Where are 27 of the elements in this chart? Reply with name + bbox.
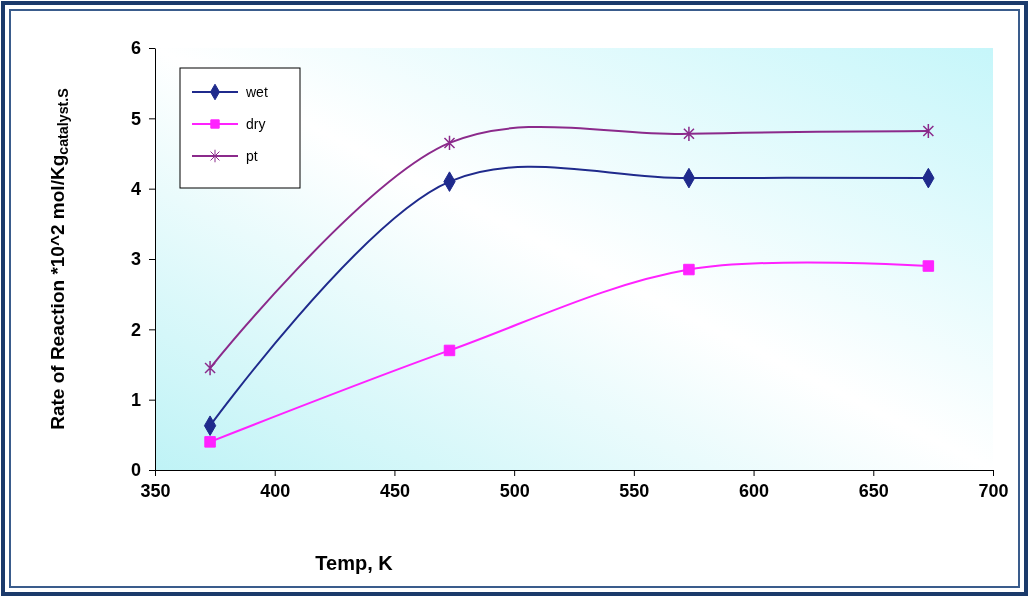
point [922,123,935,139]
y-tick-label: 3 [130,249,141,270]
point [683,125,695,142]
point [683,263,695,276]
point [922,260,935,272]
x-tick-label: 700 [978,480,1009,501]
y-tick-label: 1 [130,389,141,410]
point [204,360,216,376]
point [443,135,456,151]
y-tick-label: 4 [130,178,141,199]
y-tick-label: 0 [130,460,141,481]
legend-label: pt [246,148,258,164]
x-axis-title: Temp, K [315,552,394,574]
x-tick-label: 400 [260,480,291,501]
x-tick-label: 550 [619,480,650,501]
x-tick-label: 650 [858,480,889,501]
legend-label: dry [246,116,266,132]
x-tick-label: 600 [739,480,770,501]
y-tick-label: 6 [130,38,141,59]
point [204,436,216,448]
y-tick-label: 5 [130,108,141,129]
point [443,344,456,357]
x-tick-label: 450 [379,480,410,501]
x-tick-label: 500 [499,480,530,501]
legend-label: wet [245,84,268,100]
x-tick-label: 350 [140,480,171,501]
y-tick-label: 2 [130,319,141,340]
